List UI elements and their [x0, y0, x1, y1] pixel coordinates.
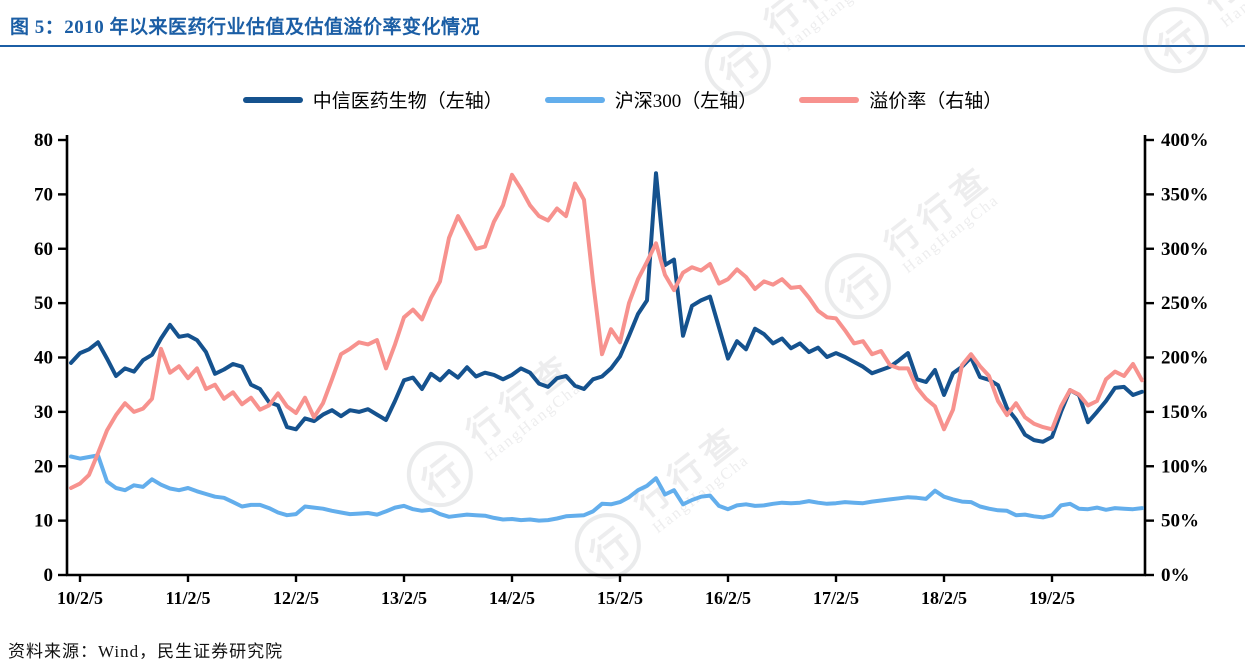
right-axis-tick-label: 350%: [1161, 184, 1209, 205]
legend-item-2: 溢价率（右轴）: [799, 86, 1002, 113]
left-axis-tick-label: 10: [34, 511, 53, 532]
left-axis-tick-label: 80: [34, 130, 53, 151]
x-axis-tick-label: 19/2/5: [1029, 588, 1075, 608]
left-axis-tick-label: 30: [34, 402, 53, 423]
legend-label: 沪深300（左轴）: [614, 91, 758, 112]
x-axis-tick-label: 11/2/5: [165, 588, 210, 608]
x-axis-tick-label: 12/2/5: [273, 588, 319, 608]
right-axis-tick-label: 0%: [1161, 565, 1190, 586]
x-axis-tick-label: 17/2/5: [813, 588, 859, 608]
right-axis-tick-label: 200%: [1161, 348, 1209, 369]
right-axis-tick-label: 250%: [1161, 293, 1209, 314]
legend-swatch-icon: [242, 96, 303, 103]
left-axis-tick-label: 40: [34, 348, 53, 369]
right-axis-tick-label: 50%: [1161, 511, 1199, 532]
right-axis-tick-label: 400%: [1161, 130, 1209, 151]
right-axis-tick-label: 300%: [1161, 239, 1209, 260]
series-line-中信医药生物（左轴）: [69, 171, 1144, 444]
right-axis-tick-label: 100%: [1161, 456, 1209, 477]
left-axis-tick-label: 0: [44, 565, 54, 586]
title-divider: [0, 45, 1245, 47]
legend-label: 溢价率（右轴）: [869, 91, 1003, 112]
right-axis-tick-label: 150%: [1161, 402, 1209, 423]
legend-item-0: 中信医药生物（左轴）: [242, 86, 503, 113]
left-axis-tick-label: 20: [34, 456, 53, 477]
source-note: 资料来源：Wind，民生证券研究院: [8, 642, 284, 661]
legend-label: 中信医药生物（左轴）: [312, 91, 503, 112]
x-axis-tick-label: 10/2/5: [57, 588, 103, 608]
x-axis-tick-label: 18/2/5: [921, 588, 967, 608]
legend-item-1: 沪深300（左轴）: [544, 86, 758, 113]
left-axis-tick-label: 70: [34, 184, 53, 205]
x-axis-tick-label: 15/2/5: [597, 588, 643, 608]
legend-swatch-icon: [799, 96, 860, 103]
chart-title: 图 5：2010 年以来医药行业估值及估值溢价率变化情况: [10, 17, 481, 38]
x-axis-tick-label: 14/2/5: [489, 588, 535, 608]
x-axis-tick-label: 13/2/5: [381, 588, 427, 608]
series-line-沪深300（左轴）: [69, 453, 1144, 523]
left-axis-tick-label: 60: [34, 239, 53, 260]
series-line-溢价率（右轴）: [69, 172, 1144, 490]
legend-swatch-icon: [544, 96, 605, 103]
left-axis-tick-label: 50: [34, 293, 53, 314]
x-axis-tick-label: 16/2/5: [705, 588, 751, 608]
chart-legend: 中信医药生物（左轴） 沪深300（左轴） 溢价率（右轴）: [0, 86, 1245, 113]
